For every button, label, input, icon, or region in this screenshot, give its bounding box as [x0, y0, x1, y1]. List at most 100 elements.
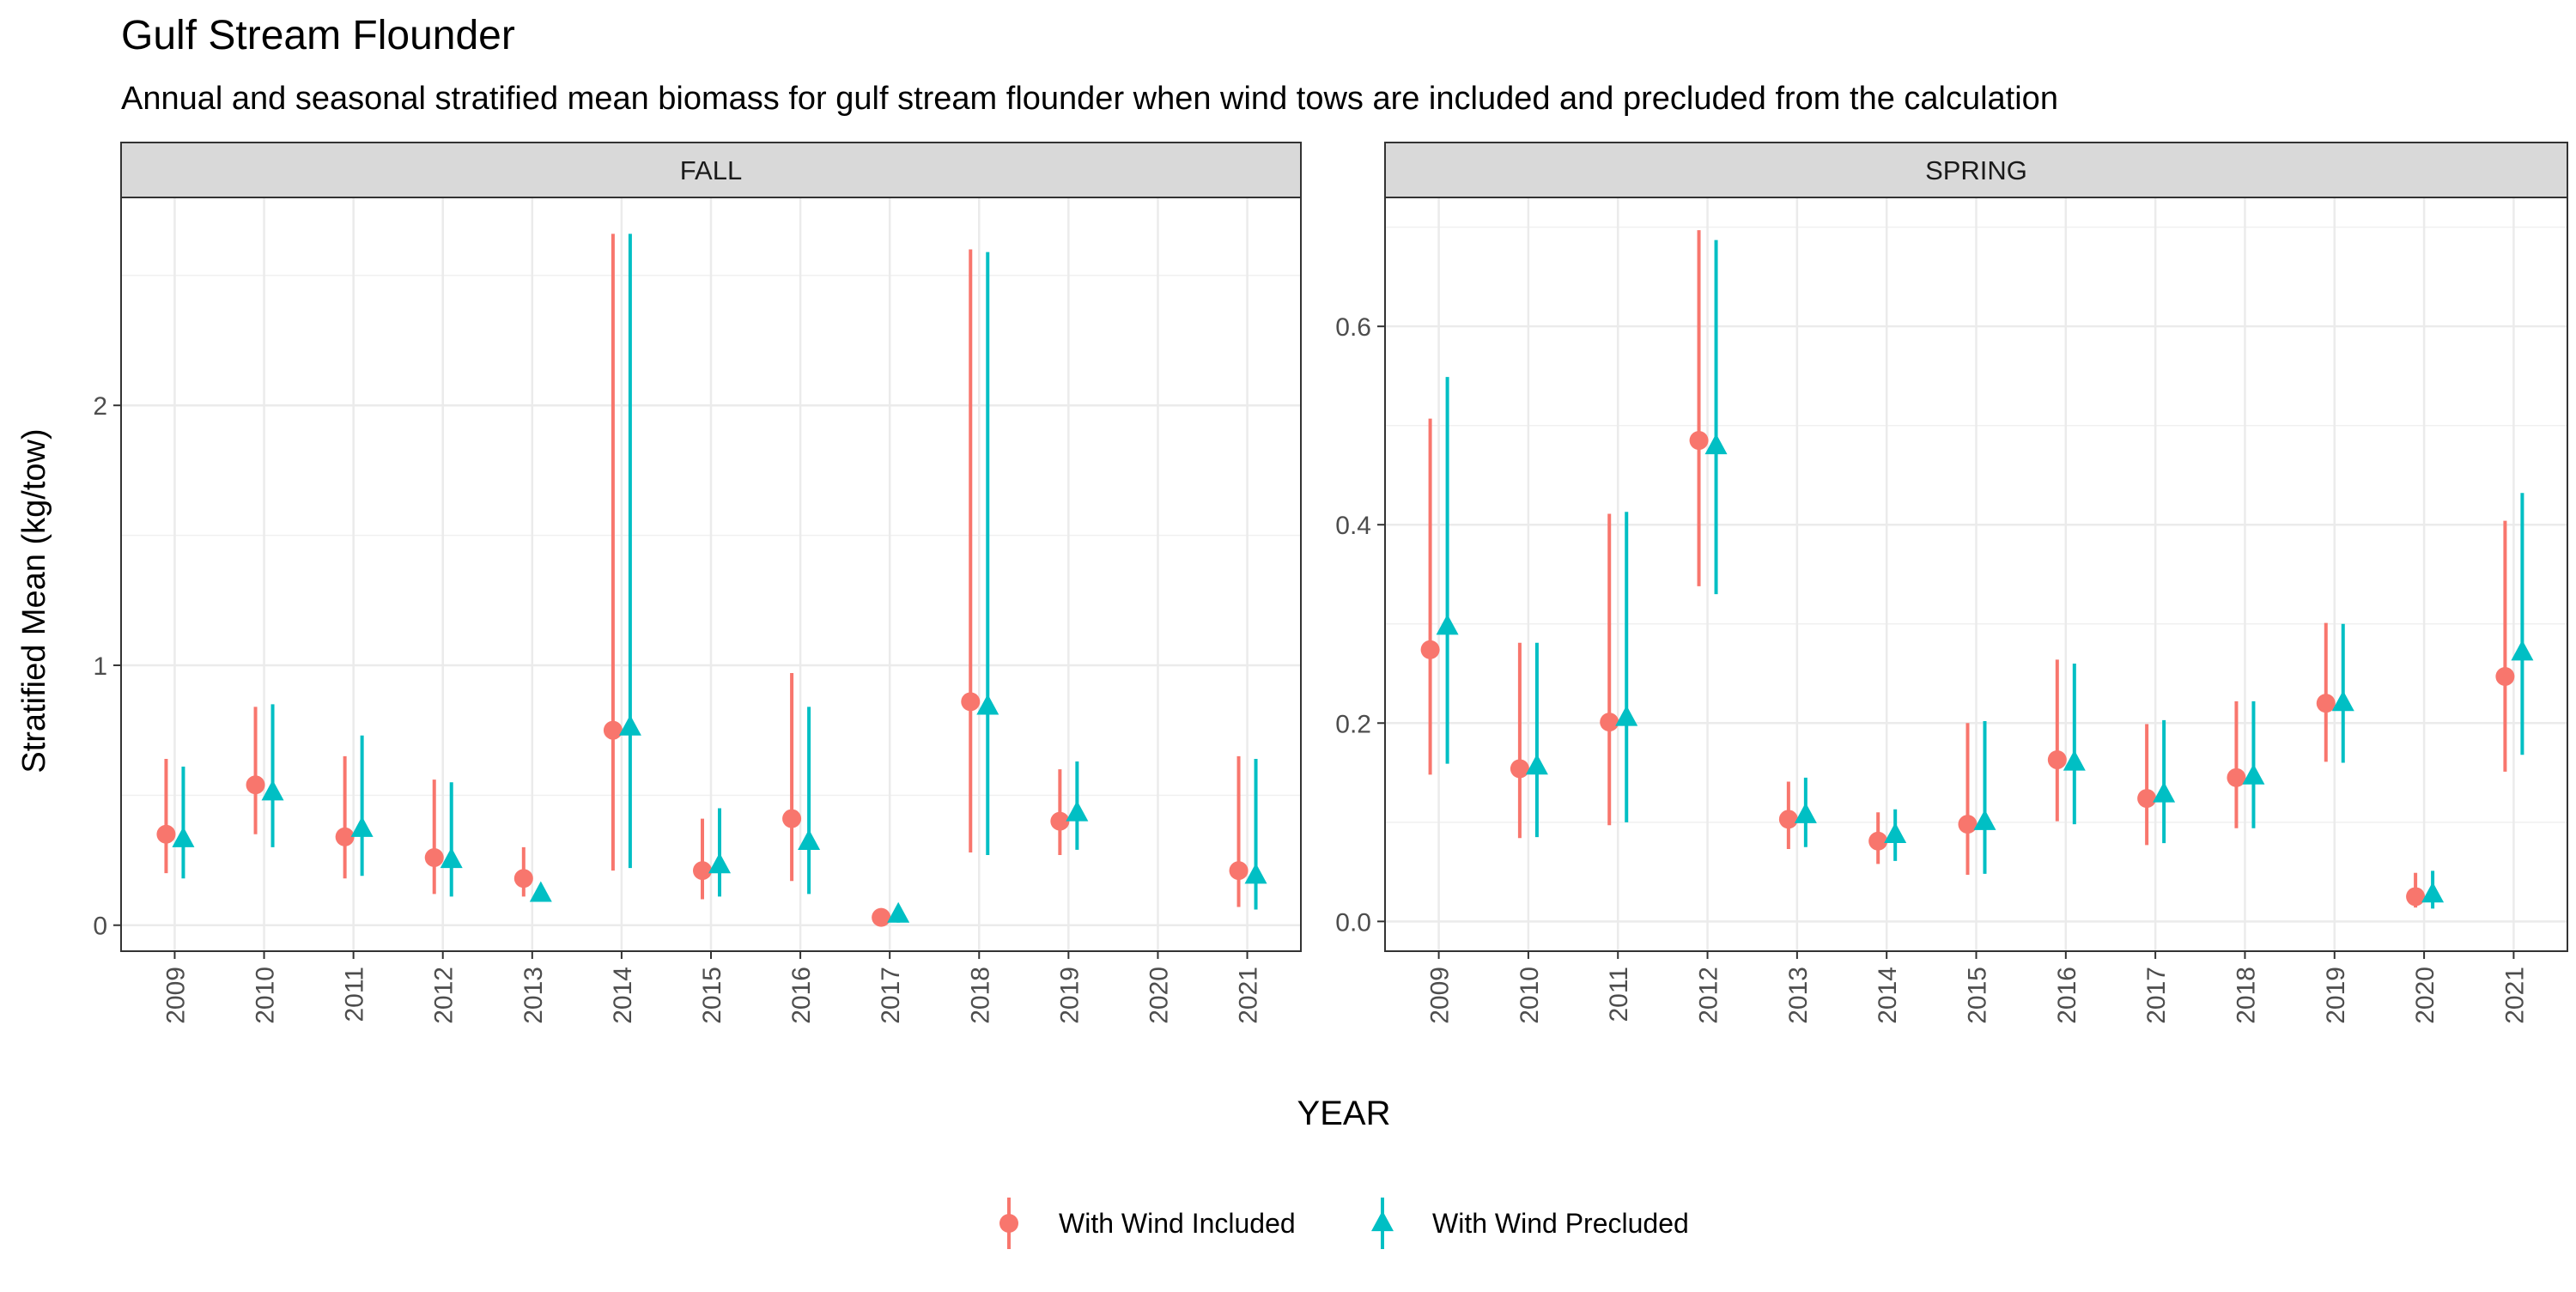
point-wind-precluded [440, 847, 463, 869]
point-wind-included [2047, 750, 2067, 770]
x-tick-label: 2017 [2142, 967, 2171, 1024]
point-wind-included [335, 827, 355, 846]
x-axis-label: YEAR [1297, 1095, 1391, 1132]
x-tick-label: 2016 [787, 967, 816, 1024]
point-wind-precluded [2153, 781, 2176, 803]
legend-key-circle [999, 1214, 1018, 1233]
point-wind-precluded [976, 694, 999, 715]
x-tick-label: 2021 [2500, 967, 2529, 1024]
x-tick-label: 2013 [1784, 967, 1813, 1024]
point-wind-precluded [529, 881, 552, 902]
chart-subtitle: Annual and seasonal stratified mean biom… [121, 81, 2058, 117]
series-wind-included [1420, 230, 2515, 908]
point-wind-precluded [1066, 800, 1089, 822]
x-tick-label: 2011 [1605, 967, 1633, 1022]
point-wind-precluded [2331, 690, 2354, 712]
point-wind-precluded [618, 714, 641, 736]
point-wind-precluded [350, 816, 374, 837]
point-wind-precluded [1704, 434, 1728, 455]
point-wind-included [1868, 831, 1888, 851]
x-tick-label: 2014 [609, 967, 637, 1024]
x-tick-label: 2010 [252, 967, 280, 1024]
x-tick-label: 2009 [1426, 967, 1455, 1024]
point-wind-precluded [887, 901, 910, 923]
point-wind-precluded [1244, 863, 1267, 884]
y-tick-label: 0.0 [1335, 908, 1371, 937]
x-tick-label: 2020 [1145, 967, 1173, 1024]
point-wind-included [693, 861, 712, 881]
y-tick-label: 0 [93, 913, 107, 941]
point-wind-included [2495, 666, 2515, 686]
x-tick-label: 2015 [698, 967, 726, 1024]
legend-label: With Wind Included [1059, 1208, 1296, 1239]
point-wind-included [1958, 815, 1978, 834]
x-tick-label: 2020 [2411, 967, 2439, 1024]
point-wind-precluded [1884, 822, 1907, 843]
x-tick-label: 2019 [2322, 967, 2350, 1024]
x-tick-label: 2011 [341, 967, 369, 1022]
point-wind-precluded [1794, 802, 1817, 823]
point-wind-included [1229, 861, 1249, 881]
x-tick-label: 2018 [966, 967, 994, 1024]
x-tick-label: 2016 [2053, 967, 2081, 1024]
x-tick-label: 2013 [519, 967, 548, 1024]
point-wind-included [246, 775, 265, 795]
panel-fall: FALL 0 1 2 2009 2010 2011 2012 2013 2014 2015 2016 2… [93, 142, 1302, 1024]
panels: FALL 0 1 2 2009 2010 2011 2012 2013 2014 2015 2016 2… [93, 142, 2568, 1024]
point-wind-included [2137, 789, 2157, 809]
point-wind-precluded [1973, 809, 1996, 830]
panel-strip [120, 142, 1302, 198]
chart-title: Gulf Stream Flounder [121, 13, 515, 58]
x-tick-label: 2015 [1964, 967, 1992, 1024]
point-wind-included [1510, 759, 1529, 779]
point-wind-included [1050, 811, 1070, 831]
point-wind-precluded [2063, 749, 2086, 771]
point-wind-precluded [2421, 882, 2445, 903]
point-wind-included [2406, 887, 2426, 907]
point-wind-precluded [798, 828, 821, 850]
legend: With Wind Included With Wind Precluded [999, 1198, 1689, 1249]
y-tick-label: 0.4 [1335, 512, 1371, 540]
point-wind-precluded [1436, 614, 1459, 635]
x-tick-label: 2009 [161, 967, 190, 1024]
x-tick-label: 2017 [877, 967, 905, 1024]
point-wind-included [1778, 810, 1798, 829]
point-wind-included [424, 848, 444, 868]
point-wind-precluded [261, 779, 284, 801]
y-tick-label: 1 [93, 652, 107, 681]
x-tick-label: 2014 [1874, 967, 1902, 1024]
legend-item-wind-included: With Wind Included [999, 1198, 1296, 1249]
x-tick-label: 2012 [1695, 967, 1723, 1024]
x-tick-label: 2019 [1055, 967, 1084, 1024]
series-wind-precluded [172, 234, 1267, 923]
series-wind-precluded [1436, 240, 2534, 909]
point-wind-precluded [2242, 763, 2265, 785]
point-wind-precluded [1615, 705, 1638, 726]
point-wind-included [1689, 431, 1709, 451]
y-tick-label: 0.6 [1335, 313, 1371, 342]
point-wind-included [513, 869, 533, 889]
panel-border [120, 197, 1302, 952]
legend-key-triangle [1371, 1210, 1394, 1232]
x-tick-label: 2018 [2232, 967, 2260, 1024]
point-wind-included [872, 907, 891, 927]
point-wind-precluded [1525, 754, 1548, 775]
point-wind-included [782, 809, 802, 828]
x-tick-label: 2021 [1235, 967, 1263, 1024]
point-wind-included [1420, 640, 1440, 659]
panel-spring: SPRING 0.0 0.2 0.4 0.6 2009 2010 2011 2012 2013 20… [1335, 142, 2568, 1024]
y-tick-label: 2 [93, 392, 107, 421]
panel-strip-label: FALL [680, 155, 742, 185]
series-wind-included [156, 234, 1249, 927]
point-wind-precluded [2511, 640, 2534, 661]
point-wind-precluded [708, 852, 731, 874]
panel-strip [1384, 142, 2568, 198]
panel-border [1384, 197, 2568, 952]
panel-strip-label: SPRING [1925, 155, 2027, 185]
x-tick-label: 2010 [1516, 967, 1544, 1024]
point-wind-included [2227, 767, 2246, 787]
point-wind-included [961, 692, 981, 712]
point-wind-included [1600, 713, 1619, 732]
